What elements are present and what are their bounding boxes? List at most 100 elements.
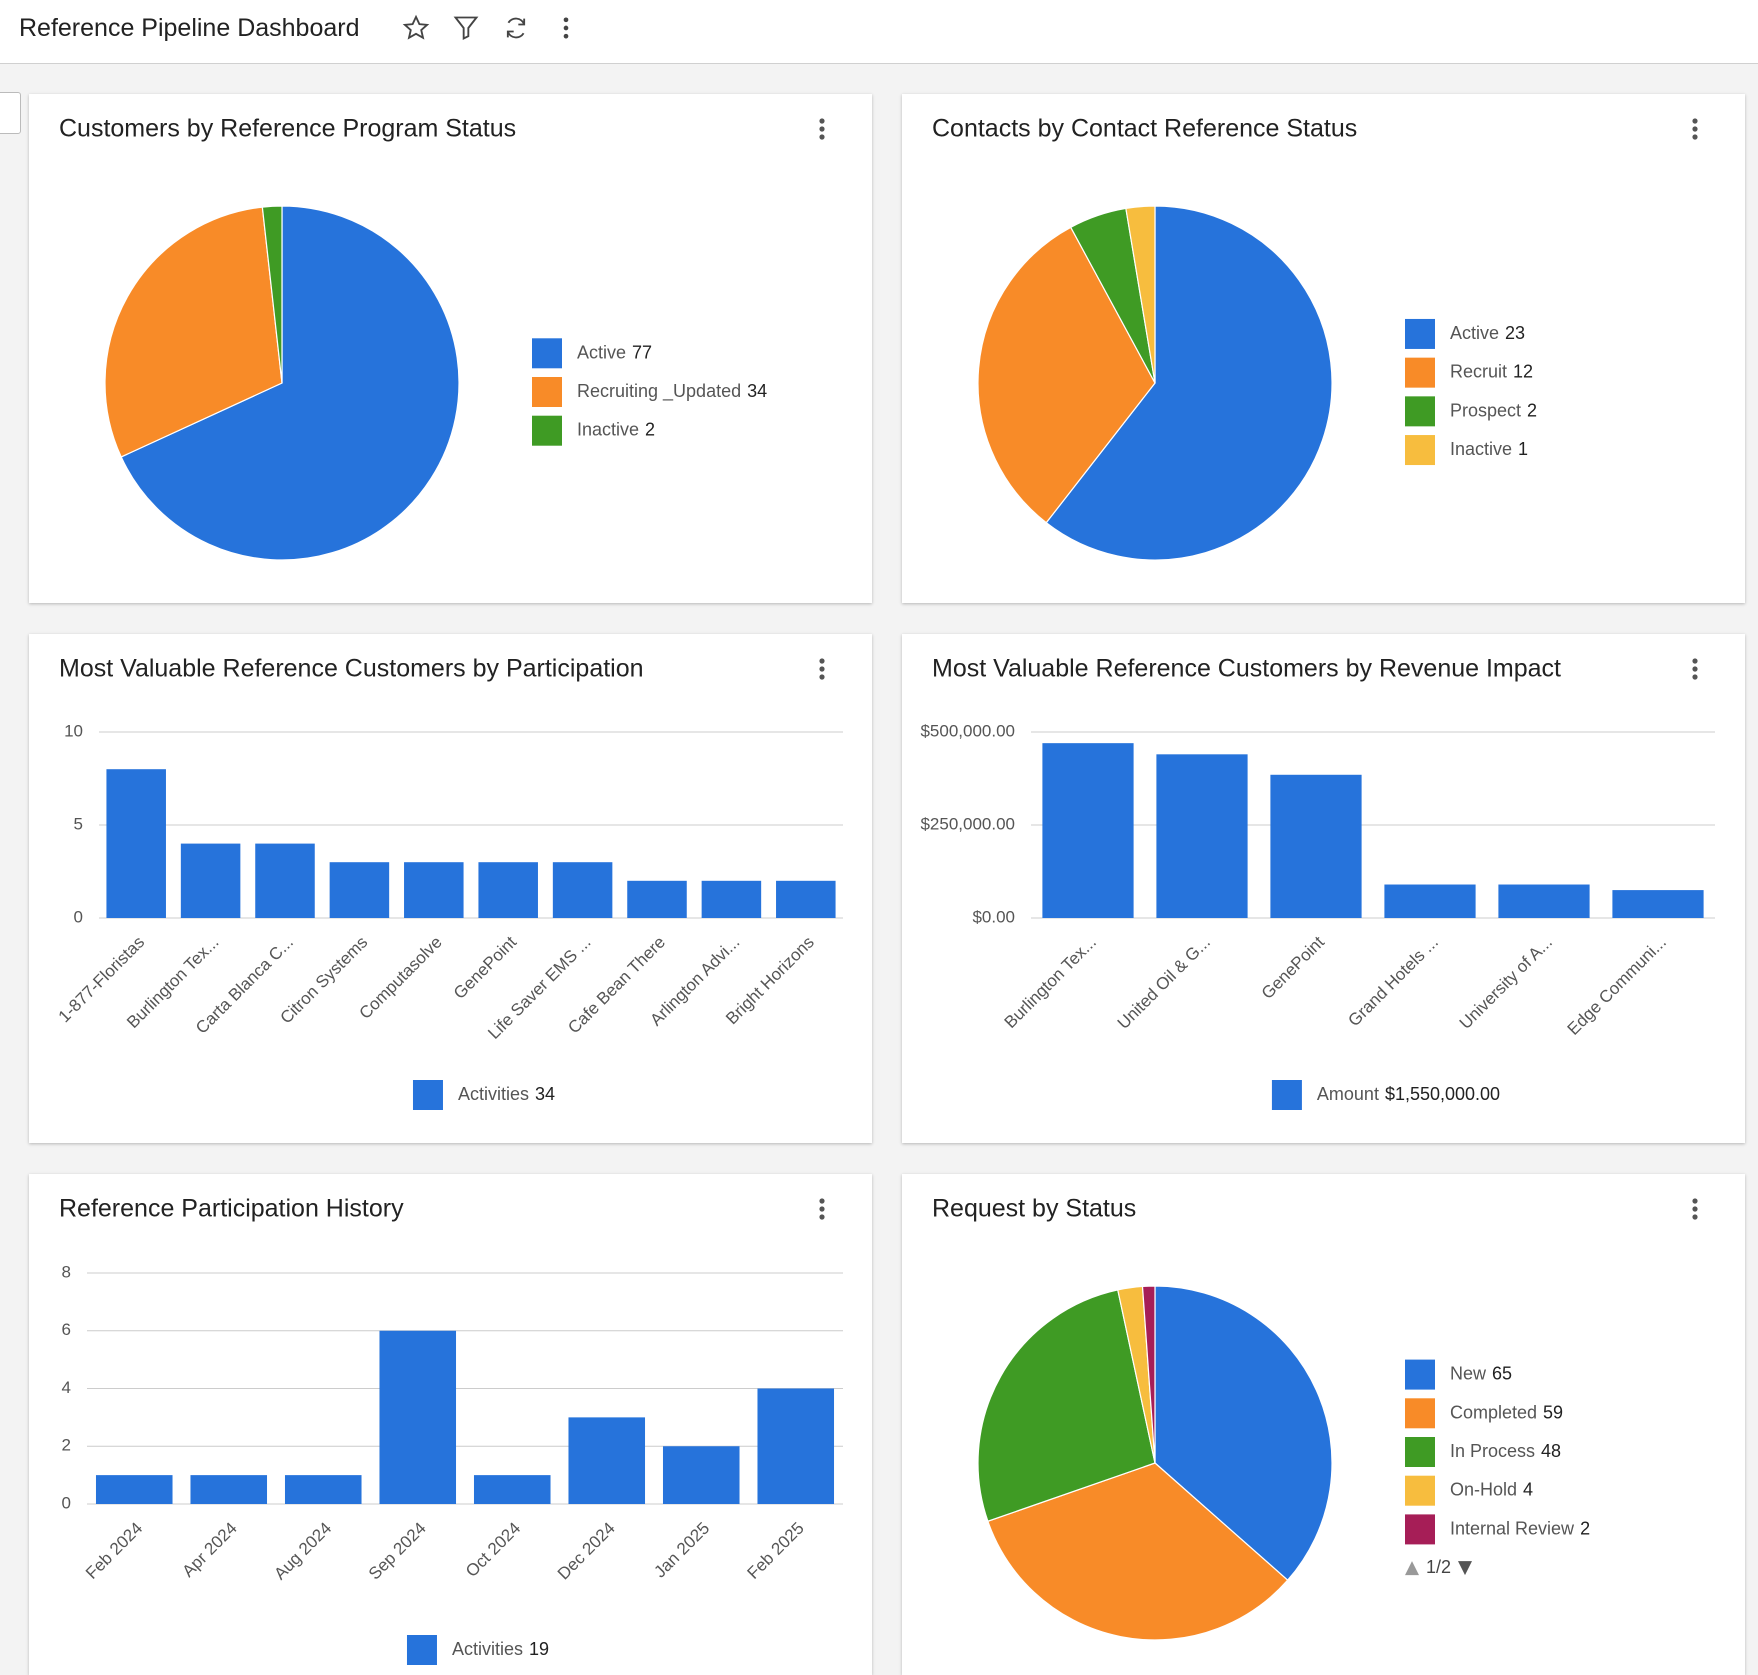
legend-swatch — [1405, 1398, 1435, 1429]
card-menu[interactable] — [819, 118, 825, 140]
menu-dot — [1692, 658, 1698, 664]
legend-value: 1 — [1518, 439, 1528, 459]
legend-value: 65 — [1492, 1363, 1512, 1383]
x-tick-label: Feb 2025 — [744, 1519, 808, 1583]
pie-slice — [1125, 205, 1156, 384]
chart: Most Valuable Reference Customers by Rev… — [920, 655, 1715, 1110]
bar — [662, 1446, 740, 1504]
legend-value: 2 — [1527, 400, 1537, 420]
pie-slice — [1141, 1285, 1156, 1464]
chart-card: Contacts by Contact Reference Status Acti… — [902, 94, 1745, 603]
chart-card: Most Valuable Reference Customers by Rev… — [902, 634, 1745, 1143]
legend-label: On-Hold — [1450, 1479, 1517, 1499]
y-tick-label: 5 — [74, 814, 83, 833]
x-tick-label: Feb 2024 — [82, 1519, 146, 1583]
legend-swatch — [1405, 396, 1435, 427]
card-menu[interactable] — [1692, 1198, 1698, 1220]
chart-title: Most Valuable Reference Customers by Par… — [59, 655, 644, 683]
legend-value: 2 — [645, 419, 655, 439]
dashboard-title: Reference Pipeline Dashboard — [19, 14, 360, 42]
legend-label: Recruit — [1450, 361, 1507, 381]
card-menu[interactable] — [1692, 658, 1698, 680]
bar — [701, 880, 762, 918]
bar — [379, 1330, 457, 1504]
legend-label: Inactive — [577, 419, 639, 439]
legend-entry: Active 23 — [1450, 323, 1525, 343]
pager-up — [1405, 1561, 1419, 1576]
pie-slice — [987, 1462, 1289, 1641]
legend-label: Activities — [452, 1639, 523, 1659]
legend-swatch — [1271, 1080, 1302, 1110]
legend-label: Prospect — [1450, 400, 1521, 420]
bar — [329, 862, 390, 918]
bar — [1498, 884, 1590, 918]
pager-down — [1458, 1561, 1472, 1576]
menu-dot — [819, 674, 825, 680]
bar — [1042, 743, 1134, 918]
bar — [284, 1475, 362, 1504]
menu-dot — [1692, 118, 1698, 124]
menu-dot — [1692, 1198, 1698, 1204]
chart-card: Request by Status New 65 Completed 59 In Proc… — [902, 1174, 1745, 1675]
legend-entry: Active 77 — [577, 342, 652, 362]
pie-slice — [1045, 205, 1333, 561]
pie-slice — [104, 206, 283, 458]
legend-entry: Recruiting _Updated 34 — [577, 381, 767, 402]
refresh-icon[interactable] — [502, 14, 530, 42]
bar — [473, 1475, 551, 1504]
legend-value: 23 — [1505, 323, 1525, 343]
legend-entry: Activities 34 — [458, 1084, 555, 1104]
chart: Most Valuable Reference Customers by Par… — [55, 655, 843, 1110]
bar — [1156, 754, 1248, 918]
menu-dot — [1692, 666, 1698, 672]
bar — [627, 880, 687, 918]
more-icon[interactable] — [552, 14, 580, 42]
legend-label: Internal Review — [1450, 1518, 1575, 1538]
legend-value: 48 — [1541, 1441, 1561, 1461]
card-menu[interactable] — [819, 1198, 825, 1220]
legend-value: 4 — [1523, 1479, 1533, 1499]
menu-dot — [1692, 1214, 1698, 1220]
legend-entry: Completed 59 — [1450, 1402, 1563, 1422]
x-tick-label: Edge Communi... — [1564, 933, 1670, 1039]
menu-dot — [819, 1214, 825, 1220]
y-tick-label: 2 — [62, 1436, 71, 1455]
menu-dot — [819, 126, 825, 132]
legend-value: 77 — [632, 342, 652, 362]
chart-title: Request by Status — [932, 1195, 1136, 1223]
menu-dot — [819, 658, 825, 664]
legend-entry: Internal Review 2 — [1450, 1518, 1590, 1538]
bar — [1270, 774, 1362, 918]
legend-swatch — [412, 1080, 443, 1110]
menu-dot — [1692, 674, 1698, 680]
legend-entry: Prospect 2 — [1450, 400, 1537, 420]
filter-icon[interactable] — [452, 14, 480, 42]
legend-value: 34 — [535, 1084, 555, 1104]
chart-card: Reference Participation History 0 2 4 6 8 Feb … — [29, 1174, 872, 1675]
card-menu[interactable] — [819, 658, 825, 680]
bar — [776, 880, 836, 918]
legend-label: Recruiting _Updated — [577, 381, 741, 402]
side-panel-toggle[interactable] — [0, 92, 21, 134]
y-tick-label: $500,000.00 — [920, 721, 1015, 740]
bar — [180, 843, 241, 918]
bar — [404, 862, 464, 918]
y-tick-label: $0.00 — [972, 907, 1015, 926]
favorite-icon[interactable] — [402, 14, 430, 42]
bar — [568, 1417, 646, 1504]
legend-value: 2 — [1580, 1518, 1590, 1538]
chart-title: Reference Participation History — [59, 1195, 404, 1223]
menu-dot — [819, 1206, 825, 1212]
header: Reference Pipeline Dashboard — [0, 0, 1758, 64]
legend-value: 19 — [529, 1639, 549, 1659]
legend-entry: On-Hold 4 — [1450, 1479, 1533, 1499]
chart-card: Customers by Reference Program Status Act… — [29, 94, 872, 603]
legend-swatch — [1405, 435, 1435, 466]
pie-slice — [261, 205, 283, 384]
bar — [255, 843, 315, 918]
pie-slice — [1154, 1285, 1333, 1582]
legend: Amount $1,550,000.00 — [1271, 1080, 1500, 1110]
bar — [478, 862, 538, 918]
legend-entry: Activities 19 — [452, 1639, 549, 1659]
card-menu[interactable] — [1692, 118, 1698, 140]
